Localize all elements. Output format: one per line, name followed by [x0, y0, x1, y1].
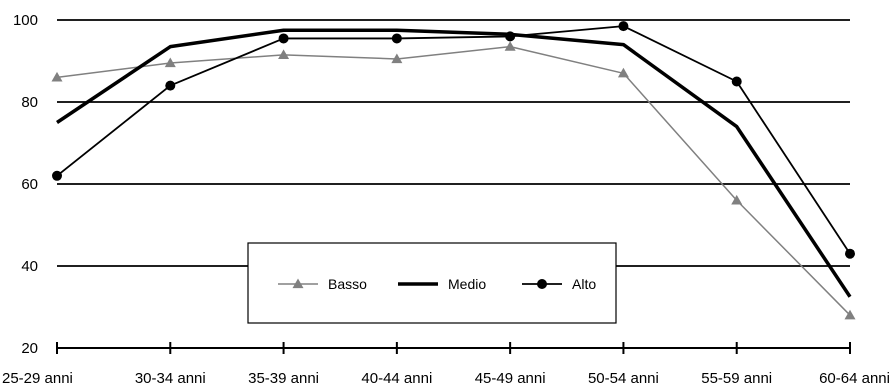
data-point [844, 309, 856, 320]
data-point [731, 76, 742, 87]
x-tick-label: 45-49 anni [475, 370, 546, 387]
data-point [617, 67, 629, 78]
data-point [52, 170, 62, 181]
x-tick-label: 60-64 anni [819, 370, 890, 387]
data-point [845, 248, 855, 259]
x-tick-label: 25-29 anni [2, 370, 73, 387]
data-point [618, 21, 629, 32]
data-point [391, 33, 402, 44]
x-tick-label: 30-34 anni [135, 370, 206, 387]
y-tick-label: 80 [21, 94, 38, 111]
series-medio [56, 28, 852, 298]
series-group [51, 21, 856, 320]
legend-label: Basso [328, 276, 367, 292]
x-tick-labels: 25-29 anni 30-34 anni 35-39 anni 40-44 anni… [2, 370, 890, 387]
x-tick-label: 40-44 anni [361, 370, 432, 387]
legend-label: Medio [448, 276, 486, 292]
legend-item-medio: Medio [398, 276, 486, 292]
series-line [56, 28, 852, 298]
legend-item-basso: Basso [278, 276, 367, 292]
x-tick-label: 35-39 anni [248, 370, 319, 387]
data-point [278, 33, 289, 44]
data-point [505, 31, 516, 42]
series-alto [52, 21, 855, 259]
y-tick-label: 40 [21, 258, 38, 275]
x-axis [56, 342, 851, 354]
x-tick-label: 55-59 anni [701, 370, 772, 387]
series-line [56, 45, 851, 316]
data-point [391, 53, 403, 64]
y-tick-label: 100 [13, 12, 38, 29]
data-point [504, 41, 516, 51]
series-line [56, 25, 851, 255]
data-point [731, 194, 743, 205]
y-tick-label: 20 [21, 340, 38, 357]
x-tick-label: 50-54 anni [588, 370, 659, 387]
legend-label: Alto [572, 276, 596, 292]
series-basso [51, 41, 856, 320]
legend: Basso Medio Alto [247, 242, 617, 324]
data-point [537, 279, 547, 289]
y-tick-labels: 20 40 60 80 100 [13, 12, 38, 357]
data-point [278, 49, 290, 59]
y-tick-label: 60 [21, 176, 38, 193]
data-point [51, 71, 63, 82]
legend-item-alto: Alto [522, 276, 596, 292]
data-point [164, 57, 176, 68]
data-point [292, 278, 304, 289]
grid-lines [57, 19, 850, 267]
data-point [165, 80, 176, 91]
